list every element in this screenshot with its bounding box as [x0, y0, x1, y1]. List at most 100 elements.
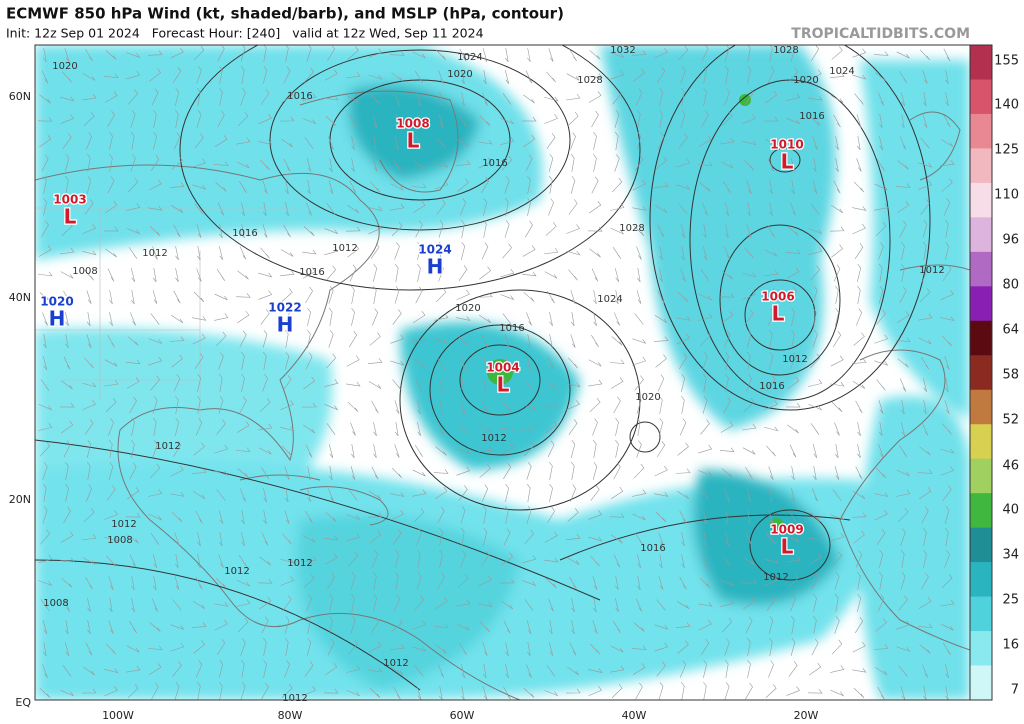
wind-barb — [589, 248, 601, 258]
contour-label: 1020 — [635, 392, 660, 403]
wind-barb — [592, 620, 598, 634]
wind-barb — [856, 114, 862, 128]
wind-barb — [636, 246, 642, 260]
wind-barb — [856, 264, 862, 282]
wind-barb — [87, 598, 91, 613]
wind-barb — [940, 289, 954, 301]
wind-barb — [878, 444, 884, 458]
wind-barb — [677, 45, 689, 61]
wind-barb — [501, 401, 513, 413]
wind-barb — [126, 70, 141, 80]
wind-barb — [258, 272, 273, 278]
wind-barb — [526, 664, 532, 678]
wind-barb — [546, 665, 556, 677]
wind-barb — [241, 202, 245, 216]
wind-barb — [305, 444, 313, 458]
wind-barb — [635, 598, 643, 612]
wind-barb — [526, 506, 532, 524]
wind-barb — [439, 378, 443, 392]
wind-barb — [765, 288, 777, 302]
contour-label: 1020 — [447, 69, 472, 80]
wind-barb — [725, 510, 729, 525]
wind-barb — [831, 244, 843, 258]
wind-barb — [899, 136, 907, 150]
wind-barb — [502, 243, 512, 259]
wind-barb — [107, 334, 115, 348]
wind-barb — [394, 400, 400, 414]
wind-barb — [128, 89, 138, 105]
wind-barb — [127, 683, 139, 699]
contour-label: 1012 — [383, 658, 408, 669]
wind-barb — [680, 268, 686, 282]
wind-barb — [854, 243, 864, 259]
wind-barb — [104, 91, 118, 103]
wind-barb — [830, 72, 845, 78]
wind-barb — [148, 513, 163, 521]
wind-barb — [721, 310, 734, 324]
wind-barb — [368, 206, 383, 212]
wind-barb — [38, 403, 53, 411]
wind-barb — [412, 489, 427, 497]
wind-barb — [108, 620, 114, 634]
wind-barb — [239, 246, 247, 260]
wind-barb — [106, 643, 116, 655]
wind-barb — [130, 312, 136, 326]
wind-barb — [654, 624, 669, 630]
wind-barb — [879, 550, 884, 568]
colorbar-label: 80 — [1002, 278, 1019, 293]
wind-barb — [238, 555, 248, 567]
wind-barb — [788, 137, 798, 149]
wind-barb — [524, 599, 534, 611]
wind-barb — [830, 381, 845, 387]
wind-barb — [351, 158, 355, 173]
wind-barb — [548, 598, 554, 612]
wind-barb — [239, 330, 247, 348]
wind-barb — [545, 380, 557, 390]
wind-barb — [326, 353, 337, 369]
colorbar-band — [970, 217, 992, 253]
wind-barb — [940, 139, 954, 147]
wind-barb — [876, 158, 886, 172]
wind-barb — [81, 688, 97, 694]
wind-barb — [151, 682, 159, 700]
wind-barb — [40, 529, 50, 545]
wind-barb — [237, 468, 249, 478]
wind-barb — [853, 687, 865, 699]
wind-barb — [788, 67, 799, 83]
wind-barb — [153, 132, 157, 150]
contour-label: 1016 — [287, 91, 312, 102]
wind-barb — [634, 533, 644, 545]
wind-barb — [701, 110, 709, 128]
wind-barb — [478, 446, 493, 452]
wind-barb — [945, 92, 949, 107]
wind-barb — [768, 637, 773, 656]
wind-barb — [460, 242, 466, 260]
colorbar-label: 96 — [1002, 233, 1019, 248]
wind-barb — [878, 286, 884, 304]
wind-barb — [281, 138, 293, 148]
wind-barb — [281, 684, 293, 698]
wind-barb — [434, 597, 448, 609]
wind-barb — [615, 439, 619, 458]
wind-barb — [373, 285, 377, 304]
wind-barb — [147, 50, 163, 56]
colorbar-band — [970, 355, 992, 391]
wind-barb — [483, 356, 487, 371]
wind-barb — [262, 180, 268, 194]
wind-barb — [570, 132, 576, 150]
wind-barb — [874, 360, 889, 366]
wind-barb — [417, 241, 421, 260]
contour-label: 1024 — [829, 66, 854, 77]
colorbar-band — [970, 45, 992, 80]
wind-barb — [544, 271, 558, 279]
wind-barb — [390, 360, 405, 366]
wind-barb — [280, 249, 294, 257]
wind-barb — [525, 220, 533, 238]
wind-barb — [219, 65, 223, 84]
wind-barb — [898, 595, 908, 611]
wind-barb — [127, 486, 140, 500]
wind-barb — [613, 554, 621, 568]
wind-barb — [767, 66, 775, 84]
wind-barb — [130, 268, 136, 282]
wind-barb — [746, 351, 751, 370]
